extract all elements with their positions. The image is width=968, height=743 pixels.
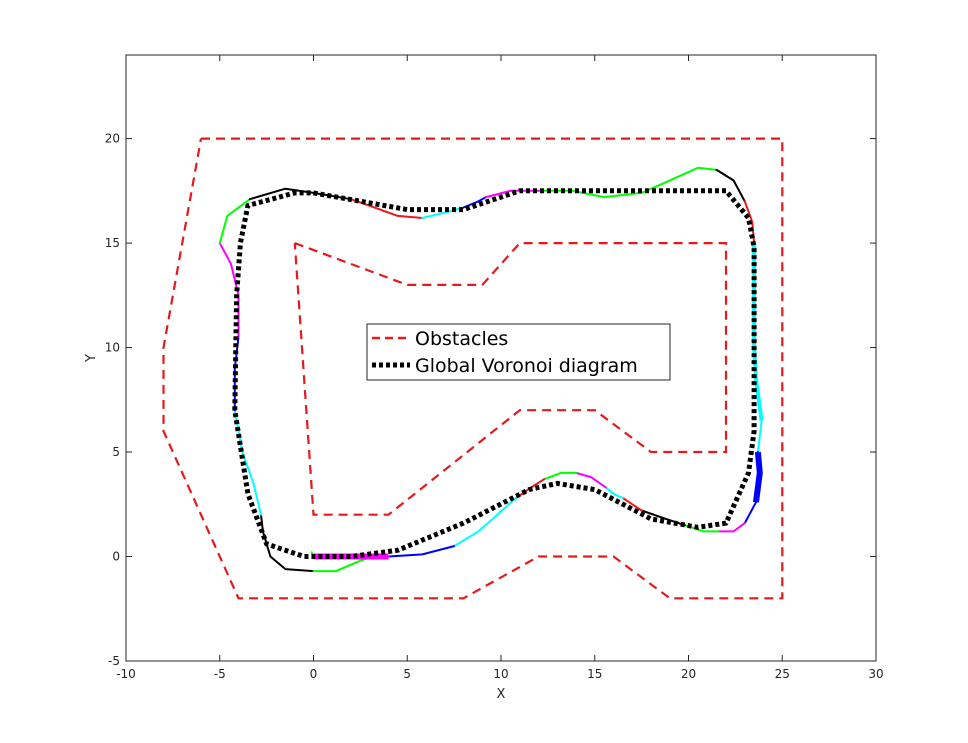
trajectory-segment xyxy=(543,471,577,481)
voronoi-line xyxy=(232,188,757,559)
legend: Obstacles Global Voronoi diagram xyxy=(366,323,671,381)
x-tick-label: 5 xyxy=(403,667,411,681)
y-tick-label: -5 xyxy=(108,654,120,668)
x-axis: -10 -5 0 5 10 15 20 25 30 xyxy=(116,55,884,681)
legend-label-voronoi: Global Voronoi diagram xyxy=(415,355,638,377)
trajectory-segment xyxy=(218,198,251,245)
legend-box xyxy=(366,323,671,381)
y-axis: -5 0 5 10 15 20 xyxy=(105,132,876,668)
trajectory-segment xyxy=(350,198,424,219)
trajectory-segment xyxy=(753,451,763,503)
x-tick-label: 10 xyxy=(493,667,508,681)
x-tick-label: -5 xyxy=(214,667,226,681)
obstacle-inner xyxy=(293,242,728,516)
trajectory-segment xyxy=(485,189,544,199)
obstacle-outer xyxy=(162,137,784,600)
trajectory-segment xyxy=(233,336,240,412)
x-tick-label: 15 xyxy=(587,667,602,681)
trajectory-segment xyxy=(260,513,315,573)
obstacles xyxy=(162,137,784,600)
y-tick-label: 15 xyxy=(105,236,120,250)
x-tick-label: 0 xyxy=(310,667,318,681)
x-tick-label: 30 xyxy=(868,667,883,681)
y-tick-label: 5 xyxy=(112,445,120,459)
x-tick-label: -10 xyxy=(116,667,136,681)
trajectory-segment xyxy=(717,522,746,533)
x-tick-label: 20 xyxy=(681,667,696,681)
trajectory-segment xyxy=(605,486,624,499)
legend-label-obstacles: Obstacles xyxy=(415,328,508,350)
trajectory-segment xyxy=(387,545,456,558)
y-tick-label: 0 xyxy=(112,550,120,564)
trajectory-segment xyxy=(715,168,746,203)
x-tick-label: 25 xyxy=(775,667,790,681)
trajectory-segment xyxy=(453,497,517,548)
voronoi-diagram xyxy=(232,188,757,559)
y-axis-label: Y xyxy=(84,354,99,363)
y-tick-label: 20 xyxy=(105,132,120,146)
trajectory-segment xyxy=(233,409,262,516)
trajectory-segment xyxy=(621,497,643,512)
x-axis-label: X xyxy=(497,687,506,702)
y-tick-label: 10 xyxy=(105,341,120,355)
trajectory-segment xyxy=(575,471,607,489)
trajectory-segment xyxy=(640,509,686,527)
trajectory-segment xyxy=(248,187,352,201)
